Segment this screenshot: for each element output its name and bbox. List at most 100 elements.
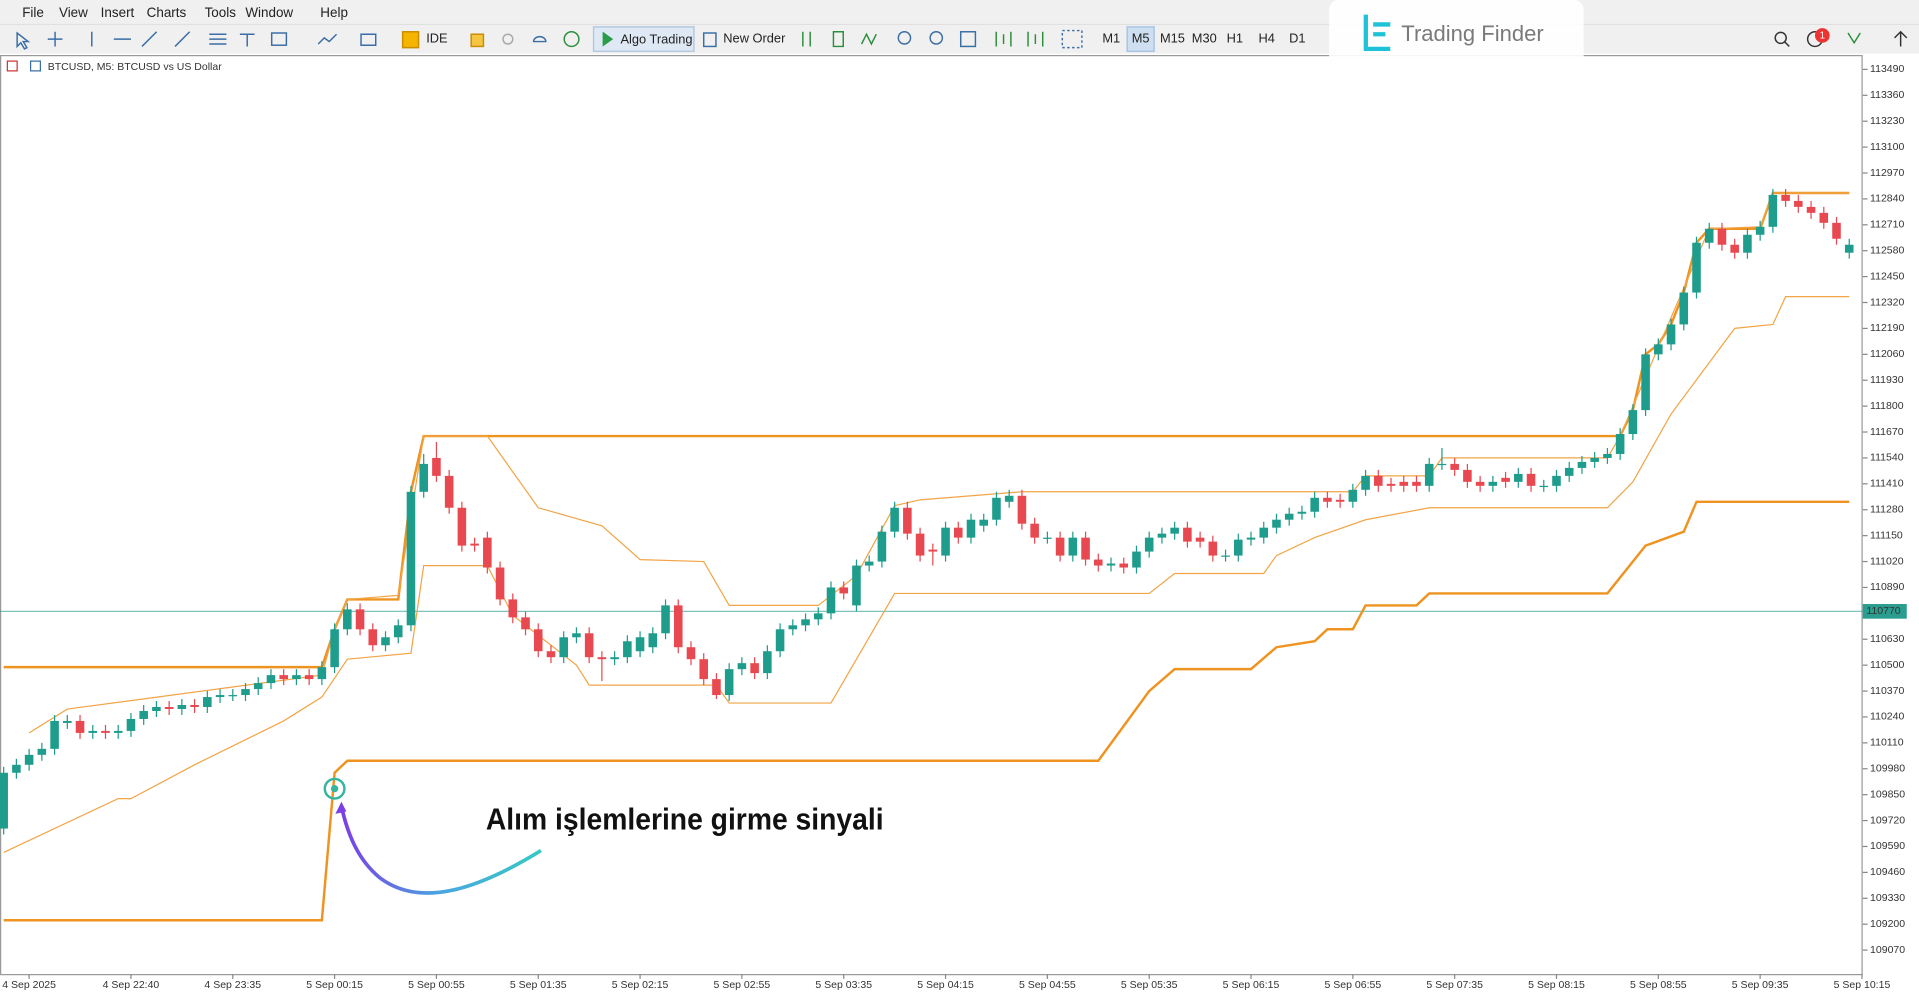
signal-dot [330, 785, 339, 793]
y-tick-label: 112060 [1870, 348, 1904, 360]
icon-bag[interactable] [470, 33, 485, 48]
candle-body [483, 537, 492, 568]
candle-body [928, 549, 938, 552]
candle-body [1144, 537, 1154, 552]
candle-body [750, 663, 759, 674]
y-tick-label: 111930 [1870, 374, 1904, 386]
y-tick-label: 109980 [1870, 763, 1905, 775]
candle-body [839, 587, 849, 594]
candle-body [890, 507, 899, 532]
y-tick-label: 111280 [1870, 504, 1904, 516]
icon-zoom-out[interactable] [929, 31, 944, 45]
notification-count: 1 [1820, 31, 1825, 42]
candle-body [113, 730, 123, 733]
chart-bg [0, 53, 1919, 996]
candle-body [903, 507, 912, 534]
menu-item[interactable]: View [59, 5, 88, 20]
indicator-line [3, 295, 1850, 853]
icon-lvl[interactable] [1847, 32, 1861, 45]
candle-body [1323, 497, 1332, 502]
candle-body [495, 567, 505, 600]
icon-zoom-in[interactable] [897, 31, 912, 45]
candle-body [686, 647, 696, 660]
y-tick-label: 110890 [1870, 581, 1904, 593]
candle-body [1450, 463, 1459, 470]
candle-body [1844, 244, 1854, 253]
timeframe-button[interactable]: H1 [1227, 31, 1243, 46]
candle-body [1730, 244, 1739, 253]
y-tick-label: 112320 [1870, 296, 1904, 308]
candle-body [50, 720, 59, 749]
candle-body [1692, 242, 1701, 293]
y-tick-label: 109850 [1870, 788, 1905, 800]
ide-button[interactable]: IDE [426, 31, 447, 46]
candle-body [1806, 206, 1816, 213]
icon-dollar[interactable] [401, 31, 420, 49]
icon-signal[interactable] [502, 33, 514, 45]
candle-body [1463, 469, 1472, 482]
candle-body [1170, 527, 1179, 534]
icon-order[interactable] [702, 32, 717, 48]
candle-body [1743, 234, 1752, 253]
y-tick-label: 112190 [1870, 322, 1904, 334]
candle-body [1335, 499, 1345, 502]
icon-scroll[interactable] [995, 31, 1044, 47]
icon-search[interactable] [1774, 31, 1787, 45]
indicator-line [3, 500, 1850, 922]
menu-item[interactable]: File [22, 5, 44, 20]
candle-body [584, 633, 594, 658]
signal-arrow [339, 806, 542, 895]
menu-item[interactable]: Window [245, 5, 293, 20]
candle-body [393, 625, 403, 638]
candle-body [1514, 473, 1523, 482]
y-tick-label: 112450 [1870, 270, 1904, 282]
candle-body [1539, 485, 1549, 488]
timeframe-button[interactable]: H4 [1258, 31, 1274, 46]
icon-crosshair[interactable] [47, 31, 63, 47]
x-tick-label: 5 Sep 02:15 [612, 979, 669, 991]
candle-body [635, 637, 645, 652]
candle-body [788, 625, 798, 630]
candle-body [88, 730, 98, 733]
timeframe-button[interactable]: D1 [1289, 31, 1305, 46]
timeframe-button[interactable]: M1 [1102, 31, 1120, 46]
candle-body [381, 637, 390, 646]
menu-item[interactable]: Charts [147, 5, 187, 20]
candle-body [1488, 481, 1498, 486]
x-tick-label: 5 Sep 03:35 [815, 979, 872, 991]
candle-body [712, 679, 721, 696]
candle-body [801, 619, 810, 626]
x-tick-label: 5 Sep 00:55 [408, 979, 465, 991]
icon-grid[interactable] [959, 31, 977, 48]
icon-cursor[interactable] [16, 31, 31, 50]
icon-indicators[interactable] [317, 33, 377, 46]
candle-body [941, 527, 950, 556]
timeframe-button[interactable]: M30 [1192, 31, 1217, 46]
icon-arrow[interactable] [1894, 30, 1908, 47]
candle-body [152, 707, 161, 711]
icon-screenshot[interactable] [1061, 29, 1083, 49]
candle-body [1577, 461, 1587, 468]
current-price-label: 110770 [1866, 605, 1900, 617]
icon-globe[interactable] [563, 31, 580, 48]
algo-trading-button[interactable]: Algo Trading [620, 32, 692, 47]
icon-charttype[interactable] [802, 31, 877, 48]
menu-item[interactable]: Help [320, 5, 348, 20]
icon-draw[interactable] [91, 31, 255, 47]
candle-body [1004, 495, 1014, 502]
candle-body [1208, 541, 1218, 556]
candle-body [1297, 511, 1307, 514]
menu-item[interactable]: Insert [101, 5, 135, 20]
new-order-button[interactable]: New Order [723, 31, 786, 46]
timeframe-button[interactable]: M5 [1132, 31, 1150, 46]
candle-body [1590, 457, 1599, 462]
x-tick-label: 5 Sep 07:35 [1426, 979, 1483, 991]
icon-shapes[interactable] [270, 32, 288, 46]
menu-item[interactable]: Tools [205, 5, 237, 20]
icon-cloud[interactable] [532, 35, 547, 43]
notification-badge [1814, 28, 1830, 43]
signal-ring [323, 777, 346, 800]
timeframe-button[interactable]: M15 [1160, 31, 1185, 46]
candle-body [1768, 194, 1778, 227]
